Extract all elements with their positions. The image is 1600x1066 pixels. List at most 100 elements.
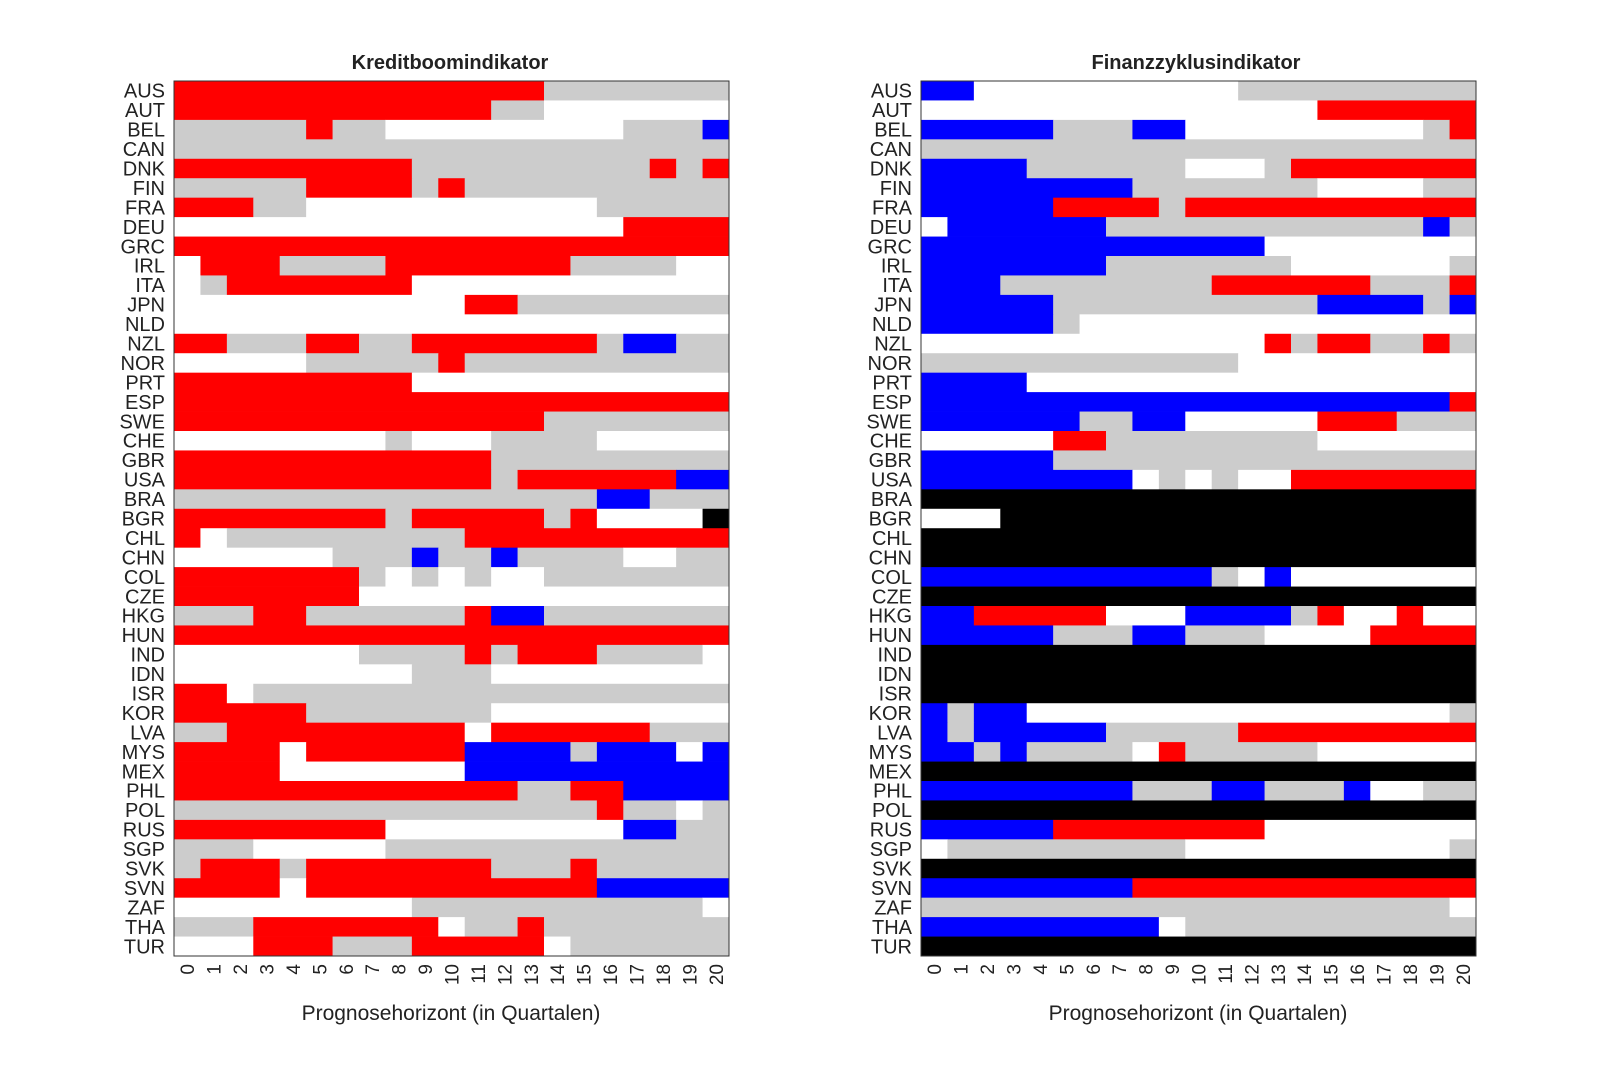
- heatmap-cell-mys-2: [973, 742, 1001, 762]
- heatmap-cell-col-0: [921, 567, 1213, 587]
- x-tick-label: 18: [1401, 964, 1422, 985]
- heatmap-cell-hkg-0: [174, 606, 254, 626]
- y-tick-label: NOR: [121, 353, 165, 375]
- heatmap-cell-nzl-7: [359, 333, 413, 354]
- heatmap-cell-aut-15: [1317, 100, 1477, 121]
- heatmap-cell-bel-0: [174, 119, 307, 140]
- x-tick-label: 9: [1163, 964, 1184, 975]
- y-tick-label: IDN: [878, 664, 912, 686]
- heatmap-cell-hkg-11: [464, 606, 492, 626]
- heatmap-cell-chn-6: [332, 547, 413, 568]
- heatmap-cell-bel-5: [1053, 119, 1133, 140]
- heatmap-cell-hkg-16: [1343, 606, 1398, 626]
- y-tick-label: CHE: [123, 431, 165, 453]
- heatmap-cell-phl-13: [1264, 781, 1345, 801]
- y-tick-label: BGR: [122, 509, 165, 531]
- heatmap-cell-svk-4: [279, 858, 307, 879]
- heatmap-cell-esp-0: [921, 392, 1450, 412]
- x-tick-label: 15: [1322, 964, 1343, 985]
- y-tick-label: SVN: [871, 878, 912, 900]
- x-tick-label: 11: [1216, 964, 1237, 984]
- heatmap-cell-swe-15: [1317, 411, 1398, 432]
- heatmap-cell-dnk-20: [702, 158, 730, 179]
- heatmap-cell-swe-0: [921, 411, 1080, 432]
- heatmap-cell-tur-6: [332, 936, 413, 957]
- heatmap-cell-fin-10: [438, 178, 466, 199]
- heatmap-cell-fin-15: [1317, 178, 1424, 199]
- y-tick-label: CHE: [870, 431, 912, 453]
- heatmap-cell-dnk-0: [921, 158, 1028, 179]
- y-tick-label: NLD: [872, 314, 912, 336]
- heatmap-cell-ind-0: [921, 644, 1477, 665]
- heatmap-cell-svn-0: [921, 878, 1133, 899]
- heatmap-cell-mex-11: [464, 761, 730, 782]
- y-tick-label: CHL: [125, 528, 165, 550]
- heatmap-cell-chn-10: [438, 547, 492, 568]
- y-tick-label: ESP: [125, 392, 165, 414]
- y-tick-label: SVN: [124, 878, 165, 900]
- heatmap-cell-nzl-2: [226, 333, 307, 354]
- heatmap-cell-zaf-0: [174, 897, 413, 918]
- y-tick-label: CAN: [123, 139, 165, 161]
- heatmap-cell-mys-0: [174, 742, 281, 762]
- heatmap-cell-chl-11: [464, 528, 730, 549]
- heatmap-cell-jpn-11: [464, 294, 518, 315]
- y-tick-label: ZAF: [874, 897, 912, 919]
- heatmap-cell-swe-18: [1396, 411, 1477, 432]
- x-tick-label: 15: [575, 964, 596, 985]
- x-tick-label: 1: [952, 964, 973, 975]
- heatmap-cell-nor-11: [464, 353, 730, 374]
- x-tick-label: 8: [390, 964, 411, 975]
- plot-frame: [920, 80, 1477, 957]
- heatmap-cell-dnk-13: [1264, 158, 1292, 179]
- heatmap-cell-fra-0: [921, 197, 1054, 218]
- heatmap-cell-nzl-17: [623, 333, 677, 354]
- heatmap-cell-hkg-7: [1106, 606, 1186, 626]
- heatmap-cell-col-11: [1211, 567, 1239, 587]
- heatmap-cell-prt-0: [921, 372, 1028, 393]
- y-tick-label: MYS: [122, 742, 165, 764]
- heatmap-cell-usa-0: [174, 469, 492, 490]
- heatmap-cell-hkg-15: [1317, 606, 1345, 626]
- heatmap-cell-bgr-0: [921, 508, 1001, 529]
- heatmap-cell-nzl-19: [676, 333, 730, 354]
- heatmap-cell-lva-7: [1106, 722, 1239, 743]
- heatmap-cell-svn-5: [306, 878, 598, 899]
- y-tick-label: BEL: [874, 120, 912, 142]
- heatmap-cell-deu-0: [174, 217, 624, 237]
- heatmap-cell-pol-19: [676, 800, 703, 821]
- heatmap-cell-nor-12: [1238, 353, 1477, 374]
- x-tick-label: 14: [548, 964, 569, 986]
- heatmap-cell-usa-14: [1291, 469, 1477, 490]
- y-tick-label: CHN: [122, 547, 165, 569]
- heatmap-cell-bgr-20: [702, 508, 730, 529]
- heatmap-cell-nzl-9: [411, 333, 598, 354]
- heatmap-cell-ita-9: [411, 275, 730, 296]
- heatmap-cell-col-0: [174, 567, 360, 587]
- heatmap-cell-col-11: [464, 567, 492, 587]
- heatmap-cell-bel-10: [1185, 119, 1424, 140]
- y-tick-label: DEU: [870, 217, 912, 239]
- heatmap-cell-irl-19: [676, 256, 730, 276]
- heatmap-cell-bra-0: [921, 489, 1477, 510]
- chart-title: Kreditboomindikator: [352, 52, 549, 74]
- heatmap-cell-sgp-0: [174, 839, 254, 860]
- y-tick-label: BRA: [871, 489, 913, 511]
- heatmap-cell-jpn-20: [1449, 294, 1477, 315]
- heatmap-cell-deu-17: [623, 217, 730, 237]
- y-tick-label: NZL: [127, 334, 165, 356]
- heatmap-cell-deu-0: [921, 217, 948, 237]
- heatmap-cell-tur-14: [544, 936, 571, 957]
- y-tick-label: POL: [125, 800, 165, 822]
- heatmap-cell-fra-3: [253, 197, 307, 218]
- heatmap-cell-gbr-12: [491, 450, 730, 471]
- heatmap-cell-lva-0: [174, 722, 228, 743]
- heatmap-cell-col-10: [438, 567, 466, 587]
- heatmap-cell-tha-0: [174, 917, 254, 937]
- x-tick-label: 1: [205, 964, 226, 975]
- heatmap-cell-aus-12: [1238, 81, 1477, 101]
- heatmap-cell-che-9: [411, 431, 492, 451]
- heatmap-cell-nor-0: [921, 353, 1239, 374]
- heatmap-cell-fin-5: [306, 178, 413, 199]
- heatmap-panel-kreditboom: Kreditboomindikator AUSAUTBELCANDNKFINFR…: [119, 52, 730, 1025]
